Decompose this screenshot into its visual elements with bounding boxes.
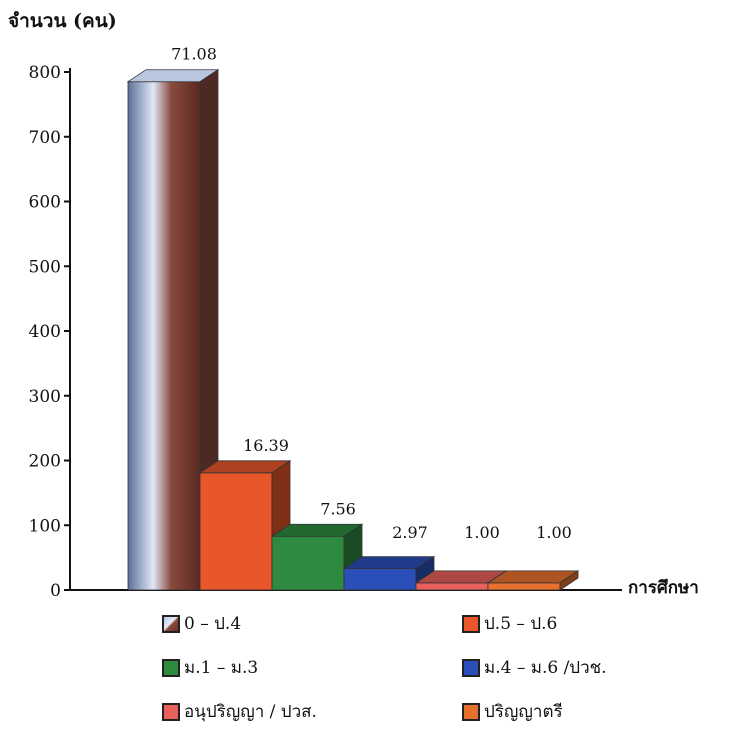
y-tick-label-5: 500 xyxy=(29,257,61,277)
legend-label-1: ป.5 – ป.6 xyxy=(484,614,558,634)
data-label-3: 2.97 xyxy=(392,523,428,542)
legend-swatch-2 xyxy=(162,658,180,677)
y-tick-label-0: 0 xyxy=(50,581,61,601)
y-tick-label-8: 800 xyxy=(29,63,61,83)
bar-5 xyxy=(486,570,580,591)
y-tick-label-6: 600 xyxy=(29,193,61,213)
bar-front-3 xyxy=(343,568,417,591)
y-tick-label-1: 100 xyxy=(29,516,61,536)
legend-label-0: 0 – ป.4 xyxy=(184,614,242,634)
bar-front-1 xyxy=(199,472,273,591)
data-label-5: 1.00 xyxy=(536,523,572,542)
bar-3 xyxy=(342,555,436,591)
bar-front-2 xyxy=(271,535,345,591)
bar-front-0 xyxy=(127,81,201,591)
bar-front-5 xyxy=(487,582,561,591)
y-tick-label-2: 200 xyxy=(29,452,61,472)
legend-swatch-3 xyxy=(462,658,480,677)
legend-swatch-1 xyxy=(462,614,480,633)
bar-front-4 xyxy=(415,582,489,591)
legend-item-4: อนุปริญญา / ปวส. xyxy=(162,698,317,725)
legend-item-2: ม.1 – ม.3 xyxy=(162,654,258,681)
y-axis-label: จำนวน (คน) xyxy=(8,10,117,32)
legend-label-5: ปริญญาตรี xyxy=(484,702,563,722)
legend-item-1: ป.5 – ป.6 xyxy=(462,610,557,637)
legend-label-2: ม.1 – ม.3 xyxy=(184,658,259,678)
legend-swatch-5 xyxy=(462,702,480,721)
data-label-1: 16.39 xyxy=(243,436,289,455)
legend-item-5: ปริญญาตรี xyxy=(462,698,563,725)
x-axis-label: การศึกษา xyxy=(628,578,699,598)
legend-label-3: ม.4 – ม.6 /ปวช. xyxy=(484,658,607,678)
legend-item-0: 0 – ป.4 xyxy=(162,610,241,637)
bar-0 xyxy=(126,68,220,591)
bar-side-5 xyxy=(559,570,579,591)
data-label-4: 1.00 xyxy=(464,523,500,542)
legend-label-4: อนุปริญญา / ปวส. xyxy=(184,702,317,722)
y-tick-label-4: 400 xyxy=(29,322,61,342)
legend-swatch-0 xyxy=(162,614,180,633)
y-tick-label-7: 700 xyxy=(29,128,61,148)
data-label-2: 7.56 xyxy=(320,499,356,518)
legend-swatch-4 xyxy=(162,702,180,721)
y-tick-label-3: 300 xyxy=(29,387,61,407)
legend-item-3: ม.4 – ม.6 /ปวช. xyxy=(462,654,607,681)
data-label-0: 71.08 xyxy=(171,45,217,64)
